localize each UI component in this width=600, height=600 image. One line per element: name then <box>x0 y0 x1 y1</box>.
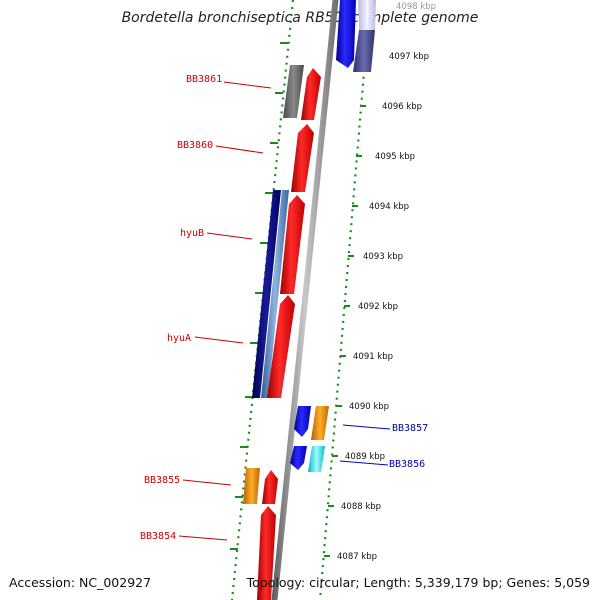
gene-label-bb3860: BB3860 <box>177 140 213 151</box>
accession-text: Accession: NC_002927 <box>9 575 152 590</box>
genome-backbone <box>271 0 339 600</box>
gene-hyub-navy <box>252 190 281 398</box>
gene-label-bb3854: BB3854 <box>140 531 176 542</box>
gene-bb3857-orange <box>311 406 329 440</box>
gene-bb3856-cyan <box>308 446 325 472</box>
gene-bb3860-red <box>291 124 314 192</box>
tick-label-4091: 4091 kbp <box>353 352 393 362</box>
tick-label-4092: 4092 kbp <box>358 302 398 312</box>
gene-label-hyua: hyuA <box>167 333 191 344</box>
inner-ring-ticks <box>230 42 288 550</box>
genome-title: Bordetella bronchiseptica RB50, complete… <box>121 10 479 26</box>
gene-top-lavender <box>358 0 376 30</box>
gene-bb3857-blue <box>294 406 311 437</box>
outer-ring-ticks <box>324 55 370 557</box>
tick-label-4088: 4088 kbp <box>341 502 381 512</box>
tick-label-4096: 4096 kbp <box>382 102 422 112</box>
gene-label-bb3857: BB3857 <box>392 423 428 434</box>
gene-bb3854-red <box>257 506 276 600</box>
gene-hyub-steel <box>261 190 289 398</box>
gene-bb3861-gray <box>283 65 304 118</box>
gene-label-bb3855: BB3855 <box>144 475 180 486</box>
gene-top-slate <box>353 30 375 72</box>
gene-label-bb3856: BB3856 <box>389 459 425 470</box>
gene-bb3855-orange <box>243 468 260 504</box>
gene-hyub-red <box>280 195 305 294</box>
outer-ring-line <box>318 0 372 600</box>
tick-label-4094: 4094 kbp <box>369 202 409 212</box>
label-leader-lines <box>178 81 391 541</box>
tick-label-4098: 4098 kbp <box>396 2 436 12</box>
tick-label-4093: 4093 kbp <box>363 252 403 262</box>
gene-bb3861-red <box>301 68 321 120</box>
tick-label-4089: 4089 kbp <box>345 452 385 462</box>
gene-label-bb3861: BB3861 <box>186 74 222 85</box>
gene-bb3855-red <box>262 470 278 504</box>
gene-hyua-red <box>267 295 295 398</box>
tick-label-4090: 4090 kbp <box>349 402 389 412</box>
gene-top-blue <box>336 0 356 68</box>
tick-label-4097: 4097 kbp <box>389 52 429 62</box>
gene-label-hyub: hyuB <box>180 228 204 239</box>
genome-summary-text: Topology: circular; Length: 5,339,179 bp… <box>246 575 590 590</box>
tick-label-4087: 4087 kbp <box>337 552 377 562</box>
tick-label-4095: 4095 kbp <box>375 152 415 162</box>
gene-bb3856-blue <box>290 446 307 470</box>
